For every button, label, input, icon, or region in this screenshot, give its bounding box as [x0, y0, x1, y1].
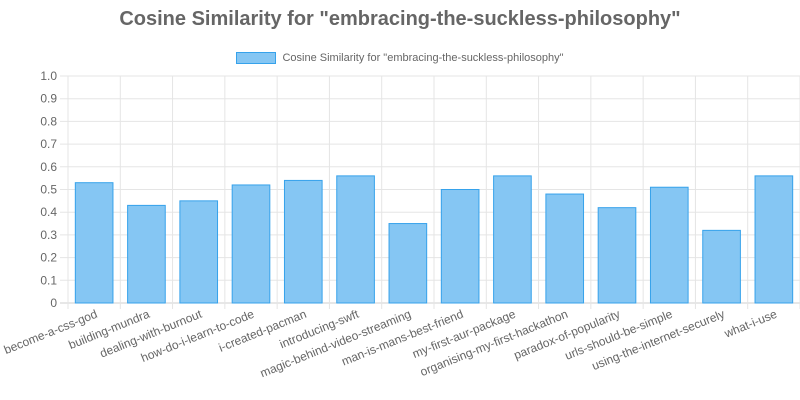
y-tick-label: 1.0 — [40, 69, 57, 83]
y-tick-label: 0.3 — [40, 228, 57, 242]
y-tick-label: 0.9 — [40, 92, 57, 106]
y-tick-label: 0.6 — [40, 160, 57, 174]
y-tick-label: 0.2 — [40, 251, 57, 265]
bar[interactable] — [74, 182, 114, 304]
bar[interactable] — [179, 200, 219, 304]
bar[interactable] — [388, 223, 428, 304]
bar[interactable] — [231, 184, 271, 304]
legend-swatch — [236, 52, 277, 64]
bar[interactable] — [702, 229, 741, 304]
bar[interactable] — [597, 207, 637, 304]
x-tick-label: what-i-use — [721, 307, 779, 341]
bar[interactable] — [283, 179, 323, 304]
y-tick-label: 0.7 — [40, 137, 57, 151]
bar[interactable] — [545, 193, 585, 304]
bar[interactable] — [649, 186, 689, 304]
legend-label: Cosine Similarity for "embracing-the-suc… — [282, 52, 564, 64]
y-tick-label: 0 — [50, 296, 57, 310]
y-tick-label: 0.1 — [40, 273, 57, 287]
y-tick-label: 0.8 — [40, 114, 57, 128]
chart-title: Cosine Similarity for "embracing-the-suc… — [119, 8, 681, 30]
bar[interactable] — [336, 175, 375, 304]
bar[interactable] — [754, 175, 794, 304]
bar[interactable] — [440, 189, 480, 304]
legend[interactable]: Cosine Similarity for "embracing-the-suc… — [0, 52, 800, 64]
bar[interactable] — [493, 175, 532, 304]
bar[interactable] — [127, 204, 166, 304]
y-tick-label: 0.5 — [40, 183, 57, 197]
y-tick-label: 0.4 — [40, 205, 57, 219]
